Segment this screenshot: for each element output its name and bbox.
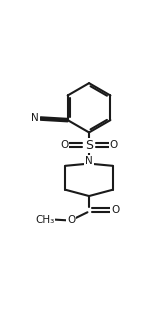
Text: O: O [110, 140, 118, 150]
Text: O: O [60, 140, 69, 150]
Text: N: N [85, 156, 93, 166]
Text: O: O [111, 205, 119, 215]
Text: CH₃: CH₃ [35, 215, 55, 225]
Text: O: O [67, 215, 75, 225]
Text: S: S [85, 139, 93, 152]
Text: N: N [31, 113, 39, 123]
